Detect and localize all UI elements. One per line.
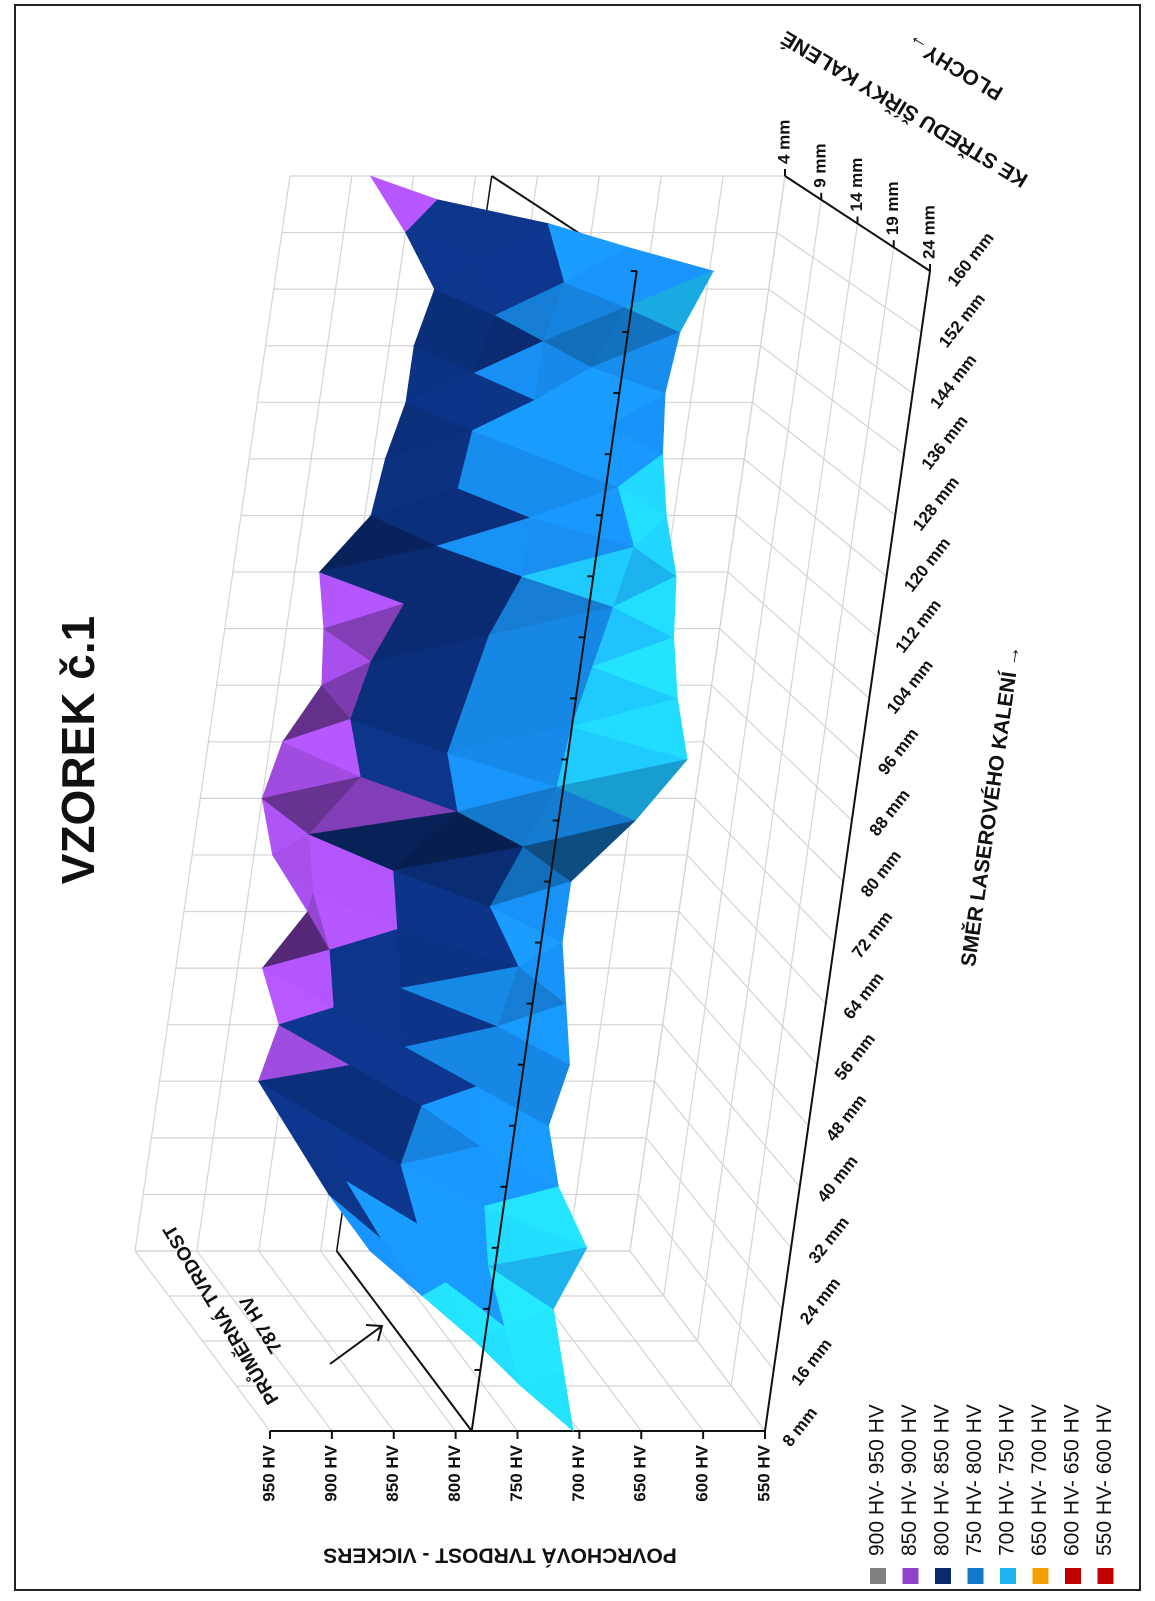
legend-label: 800 HV- 850 HV: [931, 1404, 954, 1556]
surface-facet: [555, 758, 689, 821]
surface-facet: [489, 881, 572, 944]
frame: [14, 4, 1141, 1591]
legend-label: 850 HV- 900 HV: [898, 1404, 921, 1556]
depth-tick-label: 14 mm: [847, 158, 866, 212]
x-tick-label: 128 mm: [909, 473, 963, 535]
x-tick-label: 112 mm: [892, 596, 945, 657]
surface-facet: [483, 1186, 588, 1249]
legend-swatch: [870, 1568, 886, 1584]
surface-facet: [591, 636, 678, 699]
depth-tick-label: 24 mm: [919, 205, 938, 259]
legend-label: 650 HV- 700 HV: [1028, 1404, 1051, 1556]
x-tick-label: 64 mm: [840, 969, 888, 1023]
x-tick-label: 16 mm: [787, 1335, 835, 1389]
depth-axis-title: PLOCHY→: [902, 29, 1007, 105]
surface-facet: [520, 1369, 574, 1432]
x-tick-label: 32 mm: [805, 1213, 853, 1267]
depth-tick-label: 9 mm: [811, 143, 830, 187]
grid-line: [730, 247, 895, 1387]
x-tick-label: 8 mm: [779, 1404, 821, 1451]
x-tick-label: 104 mm: [883, 656, 937, 718]
surface-facet: [476, 1064, 571, 1127]
x-tick-label: 160 mm: [944, 229, 998, 291]
z-tick-label: 600 HV: [693, 1444, 712, 1501]
x-axis: [764, 270, 931, 1432]
average-arrow: [329, 1325, 383, 1365]
z-tick-label: 900 HV: [321, 1444, 340, 1501]
x-axis-title: SMĚR LASEROVÉHO KALENÍ →: [956, 644, 1025, 969]
surface-facet: [624, 270, 715, 333]
surface-facet: [633, 514, 677, 577]
x-tick-label: 136 mm: [918, 412, 972, 474]
grid-line: [629, 175, 786, 1252]
surface-facet: [518, 942, 567, 1005]
x-tick-label: 56 mm: [831, 1030, 879, 1084]
x-tick-label: 48 mm: [822, 1091, 870, 1145]
surface-facet: [497, 1003, 570, 1066]
surface-facet: [612, 575, 677, 638]
z-axis-title: POVRCHOVÁ TVRDOST - VICKERS: [323, 1543, 677, 1566]
legend-label: 550 HV- 600 HV: [1093, 1404, 1116, 1556]
grid-line: [196, 175, 353, 1252]
z-tick-label: 700 HV: [569, 1444, 588, 1501]
grid-line: [663, 199, 822, 1297]
z-tick-label: 550 HV: [754, 1444, 773, 1501]
depth-tick-label: 19 mm: [883, 181, 902, 235]
x-tick-label: 24 mm: [796, 1274, 844, 1328]
z-tick-label: 800 HV: [445, 1444, 464, 1501]
legend-swatch: [967, 1568, 984, 1584]
x-tick-label: 120 mm: [900, 534, 954, 596]
x-tick-label: 88 mm: [866, 786, 914, 840]
legend-swatch: [1065, 1568, 1081, 1584]
legend-label: 600 HV- 650 HV: [1061, 1404, 1084, 1556]
legend-swatch: [935, 1568, 951, 1584]
z-tick-label: 850 HV: [383, 1444, 402, 1501]
chart-title: VZOREK č.1: [52, 616, 104, 884]
x-tick-label: 40 mm: [813, 1152, 861, 1206]
surface-facet: [487, 1247, 588, 1310]
legend-swatch: [1097, 1568, 1114, 1584]
average-line: [335, 1250, 473, 1432]
surface-facet: [607, 392, 666, 455]
legend-swatch: [1032, 1568, 1049, 1584]
chart-body: VZOREK č.1 550 HV 600 HV 650 HV 700 HV 750 H…: [52, 26, 1116, 1584]
z-tick-label: 750 HV: [507, 1444, 526, 1501]
legend-swatch: [1000, 1568, 1016, 1584]
surface-facet: [570, 697, 688, 760]
x-tick-label: 152 mm: [935, 290, 989, 352]
legend-swatch: [902, 1568, 919, 1584]
surface-facet: [617, 453, 667, 516]
z-tick-label: 650 HV: [631, 1444, 650, 1501]
grid-line: [696, 223, 859, 1342]
depth-tick-label: 4 mm: [774, 120, 793, 164]
legend-label: 750 HV- 800 HV: [963, 1404, 986, 1556]
grid-line: [134, 175, 291, 1252]
surface-facet: [591, 331, 681, 394]
x-tick-label: 96 mm: [874, 724, 922, 778]
x-tick-label: 72 mm: [848, 908, 896, 962]
average-line: [470, 270, 638, 1432]
average-arrowhead: [365, 1324, 384, 1342]
surface-facet: [504, 1308, 564, 1371]
z-tick-label: 950 HV: [259, 1444, 278, 1501]
legend-label: 700 HV- 750 HV: [996, 1404, 1019, 1556]
x-tick-label: 80 mm: [857, 847, 905, 901]
legend-label: 900 HV- 950 HV: [866, 1404, 889, 1556]
x-tick-label: 144 mm: [926, 351, 980, 413]
surface-facet: [480, 1125, 559, 1188]
